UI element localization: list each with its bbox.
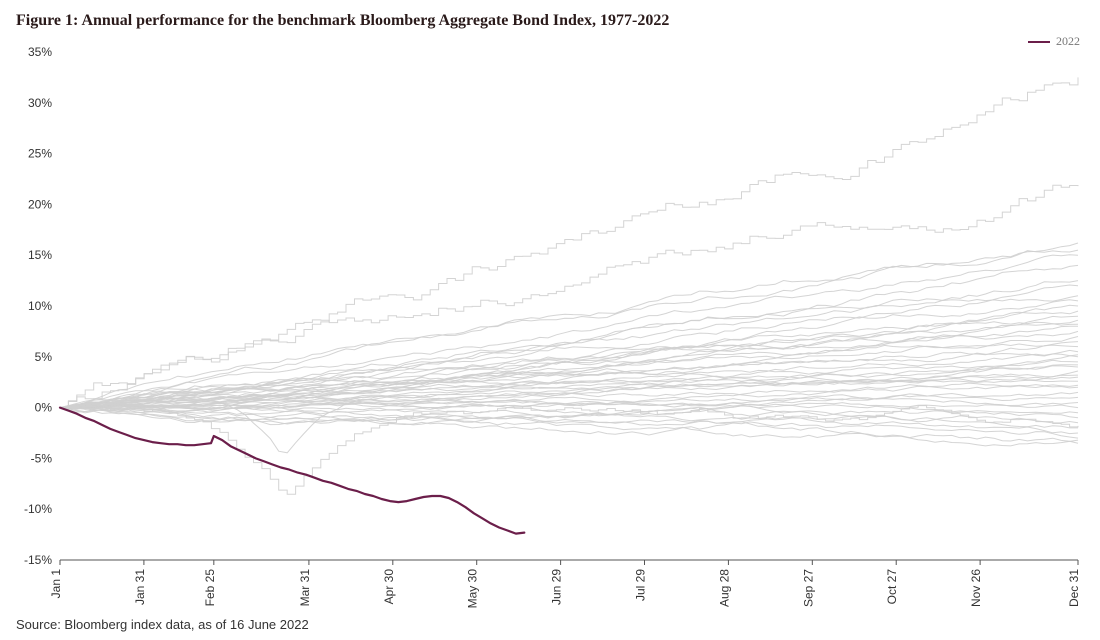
svg-text:Jan 31: Jan 31	[133, 569, 147, 605]
svg-text:Mar 31: Mar 31	[298, 569, 312, 607]
svg-text:Feb 25: Feb 25	[203, 569, 217, 607]
svg-text:Jan 1: Jan 1	[49, 569, 63, 599]
svg-text:-15%: -15%	[24, 553, 52, 567]
svg-text:Apr 30: Apr 30	[382, 569, 396, 605]
historic-line	[60, 77, 1078, 407]
historic-series-group	[60, 77, 1078, 494]
svg-text:-5%: -5%	[31, 451, 53, 465]
svg-text:Jul 29: Jul 29	[634, 569, 648, 601]
svg-text:May 30: May 30	[466, 569, 480, 608]
series-2022-line	[60, 408, 524, 534]
svg-text:Dec 31: Dec 31	[1067, 569, 1081, 607]
svg-text:20%: 20%	[28, 197, 52, 211]
chart-title: Figure 1: Annual performance for the ben…	[16, 12, 1084, 30]
svg-text:Sep 27: Sep 27	[801, 569, 815, 607]
svg-text:Aug 28: Aug 28	[717, 569, 731, 607]
svg-text:-10%: -10%	[24, 502, 52, 516]
svg-text:Nov 26: Nov 26	[969, 569, 983, 607]
svg-text:Oct 27: Oct 27	[885, 569, 899, 605]
svg-text:5%: 5%	[35, 350, 53, 364]
plot-area: -15% -10% -5% 0% 5% 10% 15% 20% 25% 30% 35% Jan 1 Ja…	[16, 42, 1084, 608]
svg-text:35%: 35%	[28, 45, 52, 59]
line-chart-svg: -15% -10% -5% 0% 5% 10% 15% 20% 25% 30% 35% Jan 1 Ja…	[16, 42, 1084, 608]
figure-container: Figure 1: Annual performance for the ben…	[0, 0, 1100, 640]
svg-text:0%: 0%	[35, 401, 53, 415]
svg-text:10%: 10%	[28, 299, 52, 313]
svg-text:Jun 29: Jun 29	[550, 569, 564, 605]
historic-line	[60, 250, 1078, 408]
svg-text:30%: 30%	[28, 96, 52, 110]
svg-text:15%: 15%	[28, 248, 52, 262]
svg-text:25%: 25%	[28, 147, 52, 161]
source-caption: Source: Bloomberg index data, as of 16 J…	[16, 617, 309, 632]
